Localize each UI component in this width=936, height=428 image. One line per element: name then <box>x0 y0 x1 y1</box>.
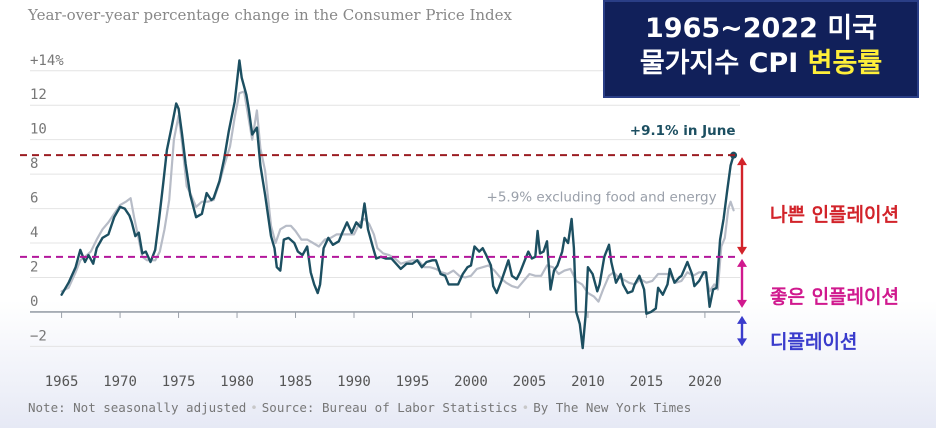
deflation-label: 디플레이션 <box>770 331 858 353</box>
x-tick-label: 2020 <box>688 374 722 390</box>
chart-title: Year-over-year percentage change in the … <box>28 6 512 24</box>
arrow-head-up <box>737 315 747 324</box>
y-tick-label: +14% <box>30 53 64 69</box>
annotation-june: +9.1% in June <box>630 123 736 139</box>
arrow-head-down <box>737 338 747 347</box>
x-tick-label: 2000 <box>454 374 488 390</box>
series-line-all-items <box>60 59 735 350</box>
y-tick-label: 8 <box>30 156 38 172</box>
x-tick-label: 2005 <box>513 374 547 390</box>
bad-inflation-label: 나쁜 인플레이션 <box>770 204 899 226</box>
x-tick-label: 1970 <box>103 374 137 390</box>
series-line-core <box>60 90 735 303</box>
background-gradient <box>0 300 936 428</box>
y-tick-label: 2 <box>30 259 38 275</box>
y-tick-label: 12 <box>30 87 47 103</box>
zone-arrows <box>737 157 747 347</box>
arrow-head-down <box>737 246 747 255</box>
deflation-arrow <box>737 315 747 347</box>
footer-note: Note: Not seasonally adjusted <box>28 400 247 415</box>
x-tick-label: 2015 <box>630 374 664 390</box>
x-tick-label: 1990 <box>337 374 371 390</box>
y-tick-label: 4 <box>30 225 38 241</box>
x-tick-label: 1985 <box>279 374 313 390</box>
grid-layer: +14% 12 10 8 6 4 2 0 −2 1965 1970 1975 1980 1985 1990 1… <box>30 53 740 390</box>
overlay-title-line1: 1965~2022 미국 <box>645 13 877 44</box>
x-tick-label: 1995 <box>396 374 430 390</box>
arrow-head-up <box>737 157 747 166</box>
y-tick-label: 0 <box>30 294 38 310</box>
bad-inflation-arrow <box>737 157 747 255</box>
overlay-title-line2: 물가지수 CPI 변동률 <box>605 46 917 82</box>
annotation-layer: +9.1% in June +5.9% excluding food and en… <box>487 123 736 206</box>
footer-source: Source: Bureau of Labor Statistics <box>261 400 518 415</box>
y-tick-label: 6 <box>30 191 38 207</box>
y-tick-label: 10 <box>30 122 47 138</box>
x-tick-label: 1965 <box>45 374 79 390</box>
good-inflation-label: 좋은 인플레이션 <box>770 286 899 308</box>
y-tick-label: −2 <box>30 328 47 344</box>
x-tick-label: 2010 <box>571 374 605 390</box>
arrow-head-down <box>737 299 747 308</box>
arrow-head-up <box>737 258 747 267</box>
annotation-core: +5.9% excluding food and energy <box>487 190 717 206</box>
x-tick-label: 1980 <box>220 374 254 390</box>
overlay-title-highlight: 변동률 <box>807 48 883 79</box>
threshold-layer <box>20 154 738 258</box>
footer-byline: By The New York Times <box>533 400 692 415</box>
overlay-title-box: 1965~2022 미국 물가지수 CPI 변동률 <box>603 0 919 98</box>
chart-footer: Note: Not seasonally adjusted • Source: Bu… <box>28 400 692 415</box>
good-inflation-arrow <box>737 258 747 308</box>
x-tick-label: 1975 <box>162 374 196 390</box>
overlay-title-main: 물가지수 CPI <box>639 48 808 79</box>
